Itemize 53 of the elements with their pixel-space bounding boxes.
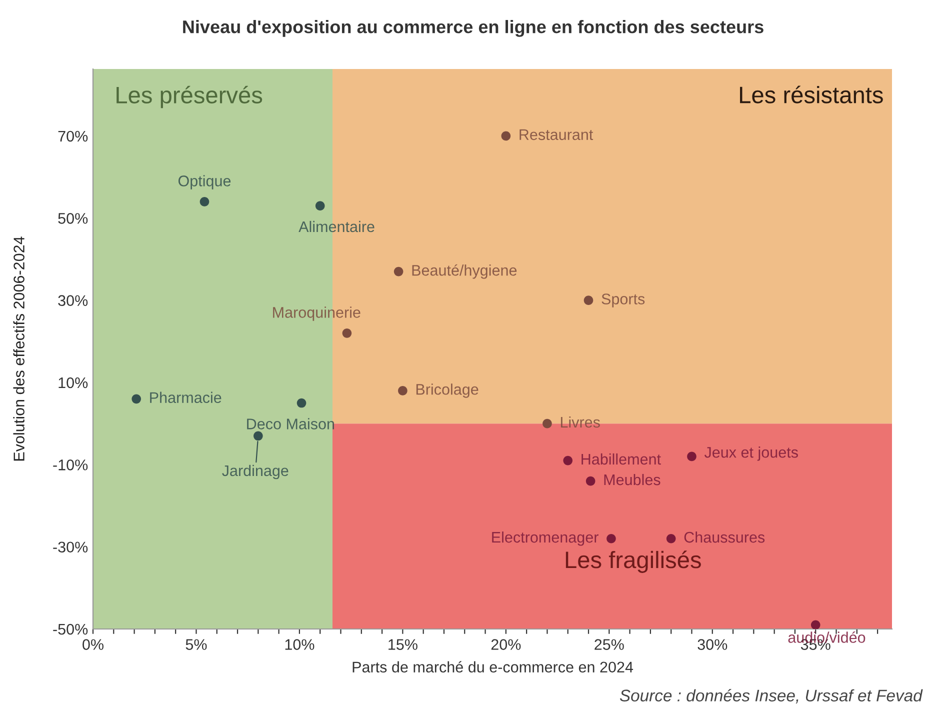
point: [666, 534, 676, 544]
y-tick-label: -50%: [53, 624, 88, 635]
y-axis-title: Evolution des effectifs 2006-2024: [13, 236, 24, 461]
point: [296, 398, 306, 408]
x-tick-label: 10%: [285, 639, 314, 650]
x-tick-label: 5%: [186, 639, 207, 650]
x-tick-label: 0%: [82, 639, 104, 650]
annotation: Deco Maison: [247, 418, 334, 430]
annotation: Beauté/hygiene: [412, 264, 517, 279]
annotation: Jeux et jouets: [704, 446, 798, 461]
point: [687, 452, 696, 462]
point: [394, 266, 404, 276]
annotation: Alimentaire: [298, 220, 374, 232]
annotation: Optique: [178, 175, 231, 190]
x-axis-title: Parts de marché du e-commerce en 2024: [352, 661, 634, 673]
band-label: Les préservés: [116, 86, 262, 108]
band-label: Les résistants: [740, 86, 883, 104]
y-tick-label: 70%: [58, 130, 88, 142]
annotation: Electromenager: [492, 531, 598, 546]
point: [200, 197, 210, 206]
x-tick-label: 15%: [388, 639, 418, 650]
point: [315, 201, 325, 210]
x-tick-label: 25%: [594, 639, 624, 650]
point: [254, 431, 263, 441]
annotation: Habillement: [582, 453, 661, 465]
y-tick-label: -10%: [53, 460, 88, 470]
point: [132, 394, 142, 404]
point: [342, 328, 352, 338]
y-tick-label: 30%: [58, 295, 88, 306]
point: [584, 296, 594, 305]
annotation: Jardinage: [222, 464, 288, 480]
annotation: Meubles: [604, 474, 660, 486]
band-label: Les fragilisés: [566, 550, 701, 573]
x-tick-label: 30%: [698, 639, 728, 650]
chart-title: Niveau d'exposition au commerce en ligne en fonction des secteurs: [183, 20, 764, 37]
annotation: Sports: [602, 294, 645, 308]
annotation: Pharmacie: [150, 392, 222, 404]
y-tick-label: -30%: [53, 542, 88, 553]
point: [586, 476, 596, 486]
annotation: Maroquinerie: [273, 306, 360, 321]
x-tick-label: 20%: [491, 639, 521, 650]
y-tick-label: 50%: [58, 213, 88, 224]
point: [606, 534, 616, 544]
annotation: Bricolage: [416, 384, 478, 398]
point: [542, 418, 552, 428]
point: [398, 386, 408, 396]
annotation: Restaurant: [520, 129, 594, 140]
y-tick-label: 10%: [58, 377, 88, 388]
annotation: Chaussures: [684, 531, 765, 543]
point: [501, 131, 511, 141]
point: [563, 456, 573, 466]
source-note: Source : données Insee, Urssaf et Fevad: [620, 689, 923, 704]
point: [810, 620, 820, 629]
